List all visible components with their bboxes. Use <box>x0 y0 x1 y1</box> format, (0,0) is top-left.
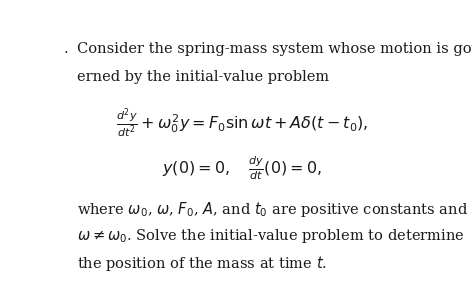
Text: the position of the mass at time $t$.: the position of the mass at time $t$. <box>76 253 327 272</box>
Text: $\omega \neq \omega_0$. Solve the initial-value problem to determine: $\omega \neq \omega_0$. Solve the initia… <box>76 227 464 245</box>
Text: Consider the spring-mass system whose motion is gov-: Consider the spring-mass system whose mo… <box>76 42 472 56</box>
Text: .: . <box>63 42 68 56</box>
Text: erned by the initial-value problem: erned by the initial-value problem <box>76 70 329 84</box>
Text: where $\omega_0$, $\omega$, $F_0$, $A$, and $t_0$ are positive constants and: where $\omega_0$, $\omega$, $F_0$, $A$, … <box>76 200 468 219</box>
Text: $\frac{d^2y}{dt^2} + \omega_0^2 y = F_0 \sin \omega t + A\delta(t - t_0),$: $\frac{d^2y}{dt^2} + \omega_0^2 y = F_0 … <box>116 106 368 140</box>
Text: $y(0) = 0, \quad \frac{dy}{dt}(0) = 0,$: $y(0) = 0, \quad \frac{dy}{dt}(0) = 0,$ <box>162 154 322 182</box>
